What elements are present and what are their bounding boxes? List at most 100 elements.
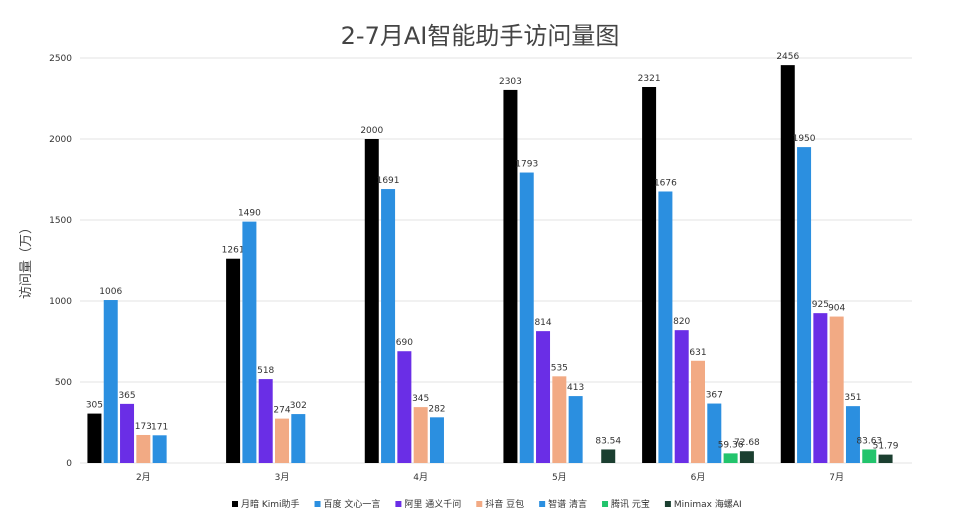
y-tick-label: 1000 xyxy=(49,297,72,307)
data-label: 690 xyxy=(396,338,413,348)
legend-label: 智谱 清言 xyxy=(548,498,587,510)
legend-swatch xyxy=(476,501,483,507)
legend-label: Minimax 海螺AI xyxy=(674,498,742,510)
x-tick-label: 5月 xyxy=(552,472,567,483)
data-label: 173 xyxy=(135,422,152,432)
legend-label: 抖音 豆包 xyxy=(485,498,524,510)
data-label: 305 xyxy=(86,401,103,411)
legend-swatch xyxy=(602,501,609,507)
bar xyxy=(813,313,828,463)
legend-label: 阿里 通义千问 xyxy=(404,498,461,510)
bar xyxy=(413,407,428,463)
x-tick-label: 4月 xyxy=(413,472,428,483)
data-label: 274 xyxy=(273,406,290,416)
bar xyxy=(397,351,412,463)
bar xyxy=(829,316,844,463)
legend-label: 月暗 Kimi助手 xyxy=(241,498,300,510)
data-label: 2456 xyxy=(776,52,799,62)
legend-swatch xyxy=(664,501,671,507)
bar xyxy=(103,300,118,463)
bar xyxy=(658,191,673,463)
data-label: 2303 xyxy=(499,77,522,87)
bar xyxy=(226,258,241,463)
legend-label: 腾讯 元宝 xyxy=(611,498,650,510)
data-label: 59.36 xyxy=(718,440,744,450)
data-label: 1006 xyxy=(99,287,122,297)
bar xyxy=(275,418,289,463)
data-label: 72.68 xyxy=(734,438,760,448)
y-tick-label: 2500 xyxy=(49,54,72,64)
bar xyxy=(242,221,257,463)
bar xyxy=(87,413,102,463)
bar xyxy=(120,403,135,463)
bar xyxy=(503,89,518,463)
bar xyxy=(797,147,812,463)
data-label: 1676 xyxy=(654,178,677,188)
y-axis-label: 访问量（万） xyxy=(19,221,34,299)
y-tick-label: 2000 xyxy=(49,135,72,145)
legend-swatch xyxy=(539,501,546,507)
legend-swatch xyxy=(232,501,238,507)
bar xyxy=(291,414,306,463)
legend-swatch xyxy=(314,501,321,507)
bar xyxy=(519,172,534,463)
x-tick-label: 7月 xyxy=(829,472,844,483)
data-label: 282 xyxy=(428,404,445,414)
x-tick-label: 3月 xyxy=(275,472,290,483)
data-label: 904 xyxy=(828,304,845,314)
data-label: 1490 xyxy=(238,209,261,219)
bar xyxy=(845,406,860,463)
y-tick-label: 1500 xyxy=(49,216,72,226)
x-tick-label: 2月 xyxy=(136,472,151,483)
bar xyxy=(707,403,722,463)
data-label: 1261 xyxy=(222,246,245,256)
data-label: 1950 xyxy=(793,134,816,144)
bar xyxy=(536,331,551,463)
bar xyxy=(258,379,273,463)
bar xyxy=(691,360,705,463)
legend-label: 百度 文心一言 xyxy=(324,498,381,510)
bar xyxy=(780,65,795,464)
bar xyxy=(429,417,444,463)
data-label: 351 xyxy=(844,393,861,403)
data-label: 518 xyxy=(257,366,274,376)
bar xyxy=(674,330,689,463)
data-label: 51.79 xyxy=(873,442,899,452)
data-label: 413 xyxy=(567,383,584,393)
bar xyxy=(136,434,151,463)
data-label: 367 xyxy=(706,391,723,401)
data-label: 345 xyxy=(412,394,429,404)
bar xyxy=(723,453,738,463)
chart-title: 2-7月AI智能助手访问量图 xyxy=(341,22,620,50)
data-label: 814 xyxy=(534,318,551,328)
bar xyxy=(568,396,583,463)
y-tick-label: 0 xyxy=(66,459,72,469)
bar xyxy=(878,454,893,463)
bar xyxy=(642,86,657,464)
data-label: 925 xyxy=(812,300,829,310)
x-tick-label: 6月 xyxy=(691,472,706,483)
data-label: 171 xyxy=(151,422,168,432)
data-label: 302 xyxy=(290,401,307,411)
data-label: 365 xyxy=(118,391,135,401)
data-label: 535 xyxy=(551,363,568,373)
data-label: 1691 xyxy=(377,176,400,186)
data-label: 83.54 xyxy=(595,436,621,446)
bar xyxy=(601,449,616,463)
data-label: 83.63 xyxy=(856,436,882,446)
y-tick-label: 500 xyxy=(55,378,72,388)
bar xyxy=(364,139,379,463)
bar xyxy=(862,449,877,463)
data-label: 631 xyxy=(689,348,706,358)
data-label: 2321 xyxy=(638,74,661,84)
data-label: 2000 xyxy=(360,126,383,136)
data-label: 820 xyxy=(673,317,690,327)
bar xyxy=(152,435,167,463)
bar xyxy=(381,189,396,464)
legend-swatch xyxy=(395,501,402,507)
data-label: 1793 xyxy=(515,160,538,170)
bar xyxy=(739,451,754,463)
bar xyxy=(552,376,567,463)
